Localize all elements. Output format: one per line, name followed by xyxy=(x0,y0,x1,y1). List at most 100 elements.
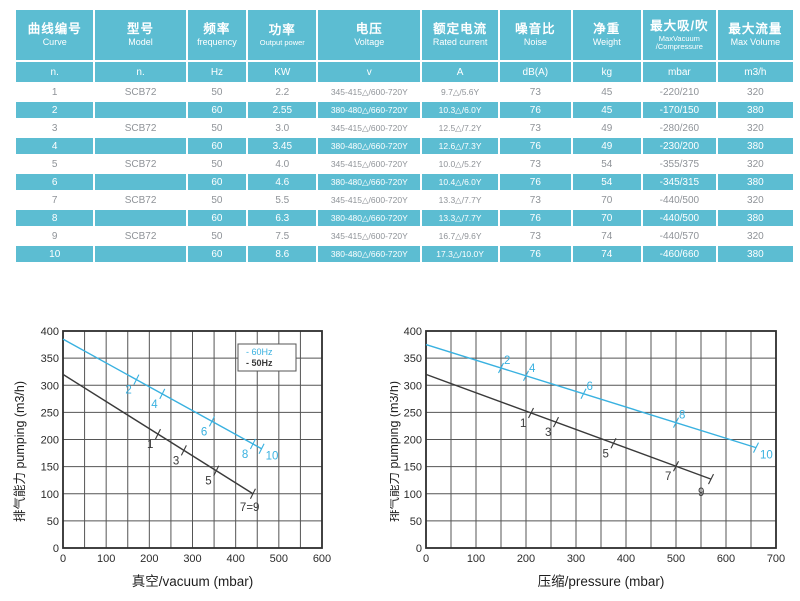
cell-r10-c4: 380-480△/660-720Y xyxy=(318,246,421,262)
curve-mark xyxy=(610,438,617,449)
cell-r9-c7: 74 xyxy=(572,228,641,244)
cell-r2-c5: 10.3△/6.0Y xyxy=(422,102,499,118)
curve-label-4: 4 xyxy=(151,399,158,411)
curve-label-9: 9 xyxy=(698,487,704,499)
cell-r8-c6: 76 xyxy=(500,210,571,226)
curve-mark xyxy=(753,442,759,453)
cell-r7-c9: 320 xyxy=(717,192,793,208)
plot-border xyxy=(425,330,777,549)
x-tick-label: 500 xyxy=(667,553,685,565)
cell-r1-c1: SCB72 xyxy=(95,84,186,100)
y-tick-label: 200 xyxy=(41,435,59,447)
cell-r2-c0: 2 xyxy=(16,102,94,118)
cell-r5-c0: 5 xyxy=(16,156,94,172)
pressure-chart: 0 100 200 300 400 500 600 700 0 50 100 150 200 250 300… xyxy=(390,326,785,589)
cell-r10-c7: 74 xyxy=(572,246,641,262)
spec-table-body: 1 SCB72 50 2.2 345-415△/600-720Y 9.7△/5.6Y 73 4… xyxy=(16,84,793,262)
cell-r9-c5: 16.7△/9.6Y xyxy=(422,228,499,244)
cell-r6-c5: 10.4△/6.0Y xyxy=(422,174,499,190)
cell-r5-c2: 50 xyxy=(187,156,247,172)
col-unit-8: mbar xyxy=(642,62,716,82)
y-tick-label: 150 xyxy=(41,462,59,474)
y-tick-label: 300 xyxy=(404,380,422,392)
cell-r5-c4: 345-415△/600-720Y xyxy=(318,156,421,172)
table-row-7: 7 SCB72 50 5.5 345-415△/600-720Y 13.3△/7.7Y 73… xyxy=(16,192,793,208)
y-tick-label: 100 xyxy=(41,489,59,501)
cell-r1-c4: 345-415△/600-720Y xyxy=(318,84,421,100)
col-unit-1: n. xyxy=(95,62,186,82)
x-tick-label: 100 xyxy=(467,553,485,565)
curve-label-8: 8 xyxy=(242,449,248,461)
x-tick-label: 400 xyxy=(617,553,635,565)
cell-r2-c6: 76 xyxy=(500,102,571,118)
cell-r7-c0: 7 xyxy=(16,192,94,208)
cell-r6-c2: 60 xyxy=(187,174,247,190)
cell-r6-c6: 76 xyxy=(500,174,571,190)
cell-r4-c7: 49 xyxy=(572,138,641,154)
x-tick-label: 300 xyxy=(567,553,585,565)
curve-label-5: 5 xyxy=(205,476,211,488)
cell-r10-c1 xyxy=(95,246,186,262)
cell-r2-c8: -170/150 xyxy=(642,102,716,118)
curve-label-7=9: 7=9 xyxy=(240,502,260,514)
col-unit-5: A xyxy=(422,62,499,82)
x-tick-label: 200 xyxy=(140,553,158,565)
curve-label-3: 3 xyxy=(173,455,179,467)
col-header-6: 噪音比 Noise xyxy=(500,10,571,60)
cell-r10-c0: 10 xyxy=(16,246,94,262)
curve-label-4: 4 xyxy=(529,363,536,375)
curve-label-6: 6 xyxy=(587,381,593,393)
curve-mark xyxy=(580,388,587,400)
cell-r5-c7: 54 xyxy=(572,156,641,172)
y-tick-label: 100 xyxy=(404,489,422,501)
cell-r2-c3: 2.55 xyxy=(248,102,317,118)
cell-r9-c6: 73 xyxy=(500,228,571,244)
x-axis-label: 真空/vacuum (mbar) xyxy=(132,574,254,589)
curve-mark xyxy=(258,443,265,454)
col-unit-2: Hz xyxy=(187,62,247,82)
cell-r6-c8: -345/315 xyxy=(642,174,716,190)
cell-r6-c9: 380 xyxy=(717,174,793,190)
curve-mark xyxy=(708,473,714,485)
legend-box xyxy=(237,343,297,372)
cell-r9-c8: -440/570 xyxy=(642,228,716,244)
col-unit-3: KW xyxy=(248,62,317,82)
cell-r5-c1: SCB72 xyxy=(95,156,186,172)
col-header-4: 电压 Voltage xyxy=(318,10,421,60)
spec-table-head: 曲线编号 Curve 型号 Model 频率 frequency 功率 Output powe… xyxy=(16,10,793,82)
curve-label-1: 1 xyxy=(147,439,153,451)
cell-r3-c1: SCB72 xyxy=(95,120,186,136)
x-tick-label: 600 xyxy=(313,553,331,565)
y-tick-label: 50 xyxy=(47,516,59,528)
curve-label-3: 3 xyxy=(545,427,551,439)
curve-label-10: 10 xyxy=(266,451,279,463)
cell-r2-c7: 45 xyxy=(572,102,641,118)
col-header-8: 最大吸/吹 MaxVacuum /Compressure xyxy=(642,10,716,60)
cell-r2-c9: 380 xyxy=(717,102,793,118)
curve-mark xyxy=(249,488,256,499)
cell-r9-c9: 320 xyxy=(717,228,793,244)
y-tick-label: 350 xyxy=(404,353,422,365)
cell-r1-c8: -220/210 xyxy=(642,84,716,100)
curve-mark xyxy=(133,374,140,385)
cell-r7-c3: 5.5 xyxy=(248,192,317,208)
curve-label-10: 10 xyxy=(760,450,773,462)
cell-r7-c1: SCB72 xyxy=(95,192,186,208)
cell-r3-c2: 50 xyxy=(187,120,247,136)
curve-mark xyxy=(208,416,215,427)
cell-r6-c7: 54 xyxy=(572,174,641,190)
cell-r6-c4: 380-480△/660-720Y xyxy=(318,174,421,190)
cell-r3-c0: 3 xyxy=(16,120,94,136)
cell-r8-c7: 70 xyxy=(572,210,641,226)
cell-r6-c3: 4.6 xyxy=(248,174,317,190)
cell-r10-c5: 17.3△/10.0Y xyxy=(422,246,499,262)
cell-r3-c7: 49 xyxy=(572,120,641,136)
x-tick-label: 0 xyxy=(423,553,429,565)
cell-r2-c4: 380-480△/660-720Y xyxy=(318,102,421,118)
y-tick-label: 250 xyxy=(41,407,59,419)
cell-r1-c3: 2.2 xyxy=(248,84,317,100)
cell-r2-c1 xyxy=(95,102,186,118)
x-tick-label: 0 xyxy=(60,553,66,565)
cell-r9-c1: SCB72 xyxy=(95,228,186,244)
x-tick-label: 200 xyxy=(517,553,535,565)
